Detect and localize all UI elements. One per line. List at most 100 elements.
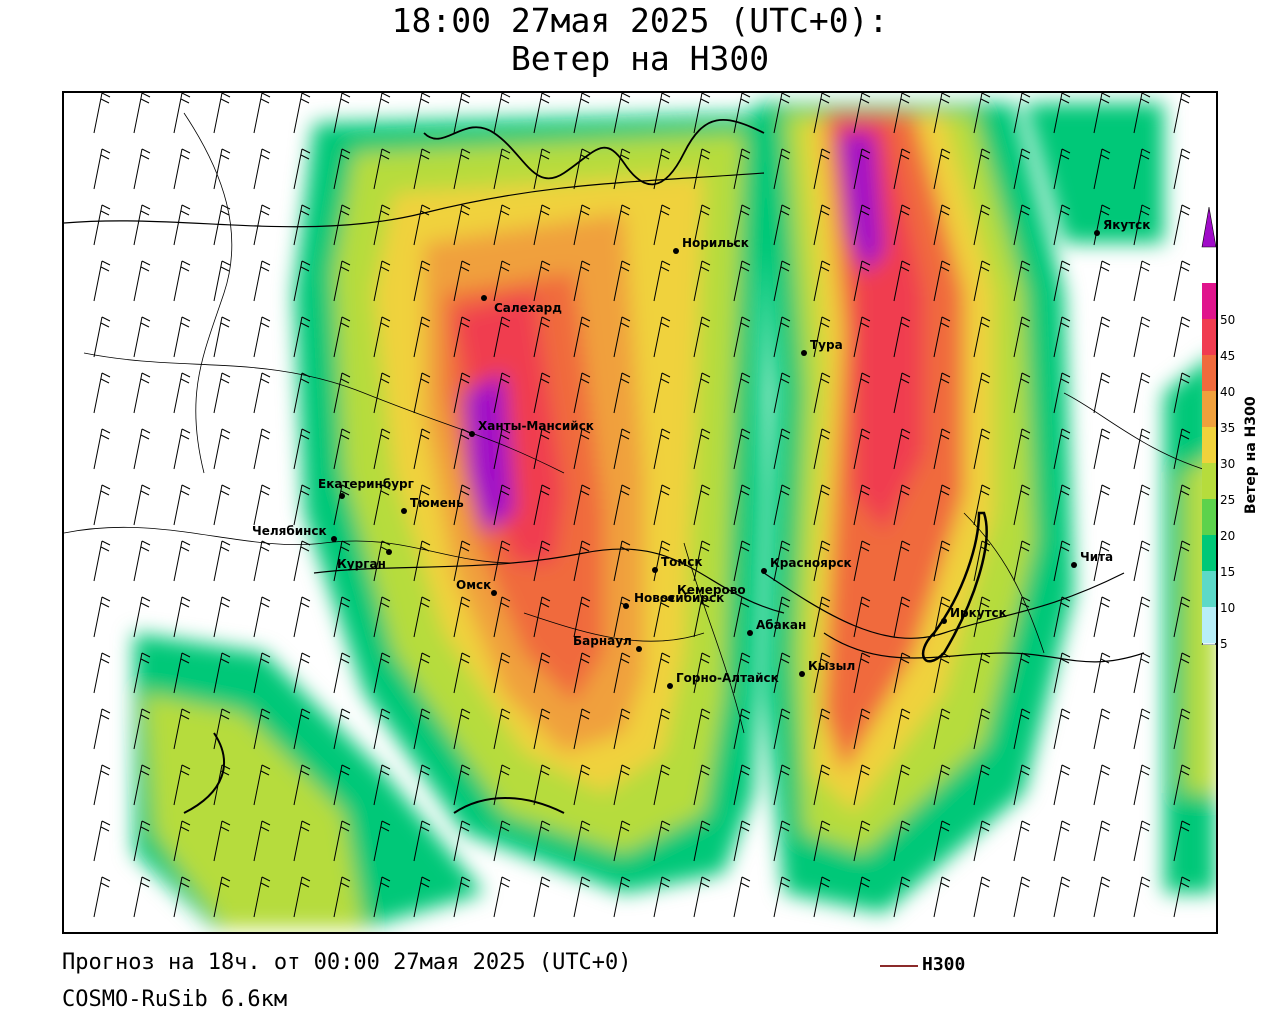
wind-barb-398: [333, 876, 351, 918]
wind-barb-366: [173, 820, 191, 862]
wind-barb-254: [173, 596, 191, 638]
wind-barb-378: [653, 820, 671, 862]
wind-barb-416: [1053, 876, 1071, 918]
wind-barb-272: [893, 596, 911, 638]
wind-barb-83: [1173, 204, 1191, 246]
wind-barb-295: [693, 652, 711, 694]
wind-barb-36: [413, 148, 431, 190]
wind-barb-48: [893, 148, 911, 190]
city-markers: Салехард Норильск Якутск Тура Ханты-Мансийск…: [252, 218, 1150, 689]
wind-barb-199: [213, 484, 231, 526]
wind-barb-23: [1013, 92, 1031, 134]
wind-band-5: [454, 293, 564, 563]
city-label: Омск: [456, 578, 491, 592]
city-marker: [941, 618, 947, 624]
wind-barb-41: [613, 148, 631, 190]
legend-h300-line: [880, 965, 918, 967]
wind-barb-313: [293, 708, 311, 750]
wind-band-12: [839, 133, 884, 273]
wind-barb-383: [853, 820, 871, 862]
colorbar-tick: 20: [1220, 529, 1236, 543]
wind-barb-96: [573, 260, 591, 302]
city-label: Екатеринбург: [318, 477, 414, 491]
wind-barb-290: [493, 652, 511, 694]
wind-barb-347: [533, 764, 551, 806]
wind-barb-360: [1053, 764, 1071, 806]
wind-barb-284: [253, 652, 271, 694]
wind-barb-120: [413, 316, 431, 358]
wind-barb-152: [573, 372, 591, 414]
wind-barb-8: [413, 92, 431, 134]
wind-barb-56: [93, 204, 111, 246]
wind-barb-190: [973, 428, 991, 470]
wind-barb-349: [613, 764, 631, 806]
colorbar-tick: 15: [1220, 565, 1236, 579]
wind-barb-380: [733, 820, 751, 862]
wind-barb-294: [653, 652, 671, 694]
wind-barb-128: [733, 316, 751, 358]
wind-barb-326: [813, 708, 831, 750]
wind-barb-412: [893, 876, 911, 918]
wind-barb-406: [653, 876, 671, 918]
border-line-7: [763, 572, 1125, 639]
wind-barb-353: [773, 764, 791, 806]
wind-barb-343: [373, 764, 391, 806]
wind-barb-307: [1173, 652, 1191, 694]
city-7: Челябинск: [252, 524, 337, 542]
city-marker: [401, 508, 407, 514]
wind-barb-300: [893, 652, 911, 694]
wind-barb-407: [693, 876, 711, 918]
wind-barb-266: [653, 596, 671, 638]
wind-barb-5: [293, 92, 311, 134]
city-label: Тура: [810, 338, 843, 352]
city-10: Новосибирск: [623, 591, 724, 609]
wind-barb-179: [533, 428, 551, 470]
wind-barb-62: [333, 204, 351, 246]
wind-barb-209: [613, 484, 631, 526]
wind-barb-332: [1053, 708, 1071, 750]
wind-barb-11: [533, 92, 551, 134]
wind-barb-277: [1093, 596, 1111, 638]
city-marker: [747, 630, 753, 636]
wind-barb-249: [1093, 540, 1111, 582]
wind-barb-186: [813, 428, 831, 470]
wind-barb-247: [1013, 540, 1031, 582]
wind-barb-363: [1173, 764, 1191, 806]
wind-barb-191: [1013, 428, 1031, 470]
wind-barb-246: [973, 540, 991, 582]
wind-barb-67: [533, 204, 551, 246]
wind-barb-97: [613, 260, 631, 302]
wind-barb-324: [733, 708, 751, 750]
wind-barb-291: [533, 652, 551, 694]
wind-barb-105: [933, 260, 951, 302]
model-name: COSMO-RuSib 6.6км: [62, 987, 288, 1012]
wind-barb-21: [933, 92, 951, 134]
wind-barb-140: [93, 372, 111, 414]
wind-barb-90: [333, 260, 351, 302]
wind-barb-203: [373, 484, 391, 526]
wind-barb-312: [253, 708, 271, 750]
wind-barb-93: [453, 260, 471, 302]
wind-barb-44: [733, 148, 751, 190]
wind-barb-53: [1093, 148, 1111, 190]
city-label: Красноярск: [770, 556, 852, 570]
wind-barb-115: [213, 316, 231, 358]
city-label: Кемерово: [677, 583, 746, 597]
wind-barb-299: [853, 652, 871, 694]
wind-barb-279: [1173, 596, 1191, 638]
wind-barb-257: [293, 596, 311, 638]
wind-barb-157: [773, 372, 791, 414]
city-label: Салехард: [494, 301, 562, 315]
wind-barb-129: [773, 316, 791, 358]
map-title-variable: Ветер на H300: [510, 39, 770, 78]
wind-barb-399: [373, 876, 391, 918]
wind-barb-223: [1173, 484, 1191, 526]
wind-barb-116: [253, 316, 271, 358]
wind-barb-158: [813, 372, 831, 414]
wind-barb-221: [1093, 484, 1111, 526]
wind-barb-225: [133, 540, 151, 582]
wind-barb-215: [853, 484, 871, 526]
wind-barb-30: [173, 148, 191, 190]
wind-barb-84: [93, 260, 111, 302]
wind-barb-177: [453, 428, 471, 470]
